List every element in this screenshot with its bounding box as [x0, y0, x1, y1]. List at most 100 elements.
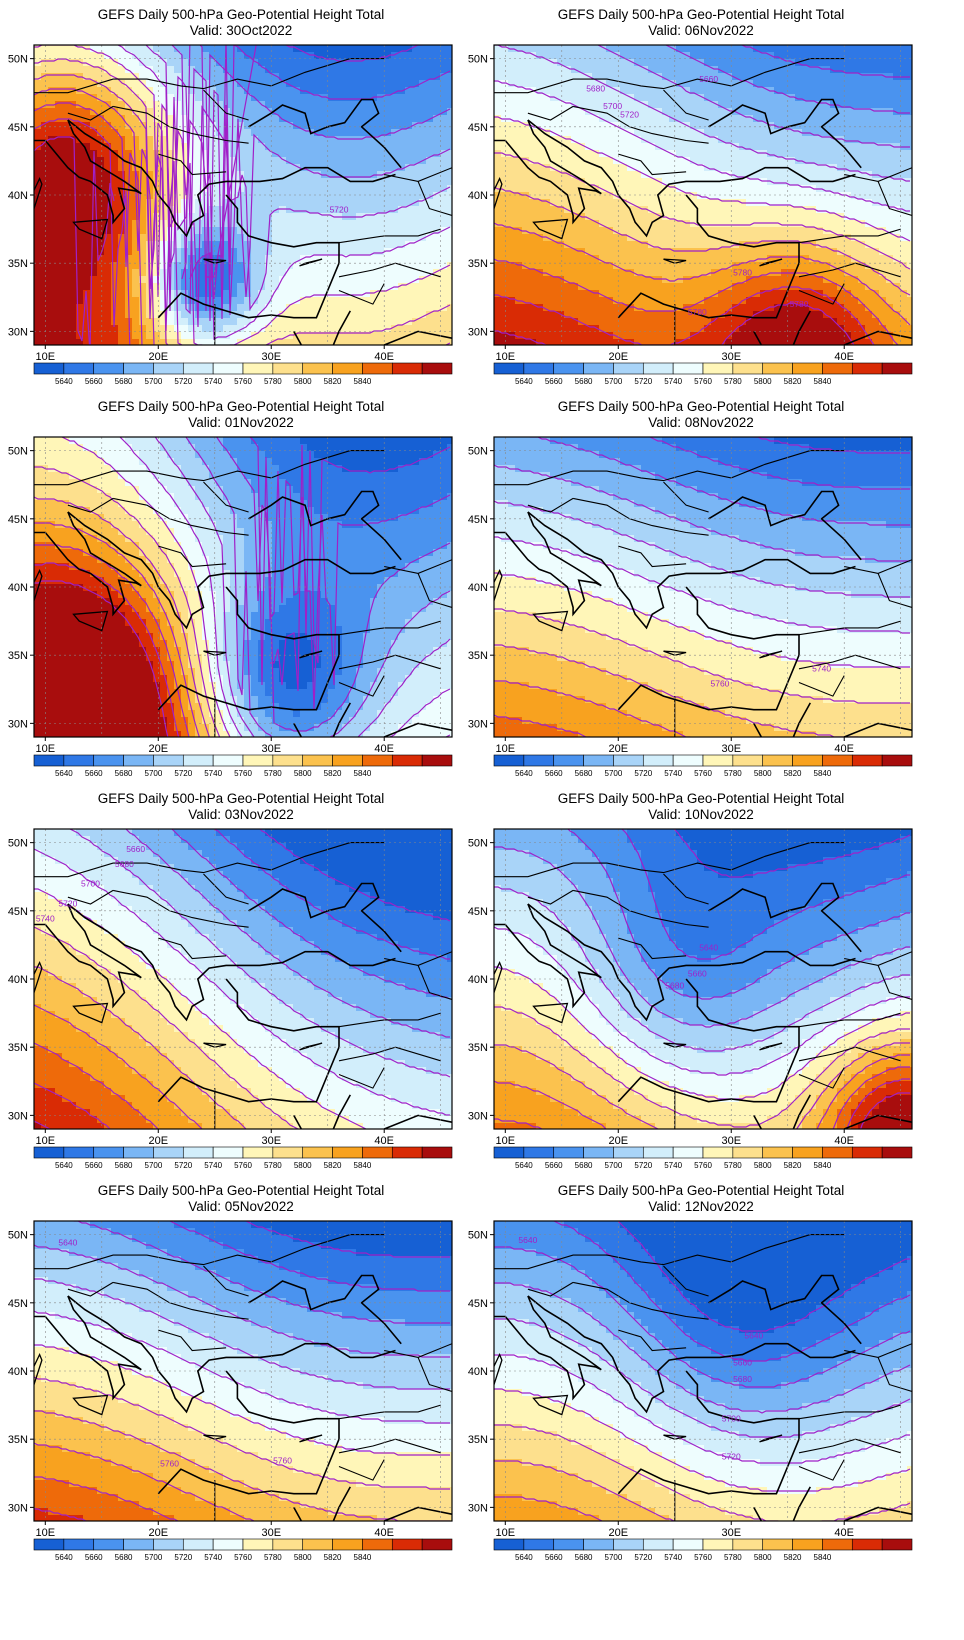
panel-title: GEFS Daily 500-hPa Geo-Potential Height … — [0, 1182, 482, 1199]
lat-label: 30N — [8, 718, 28, 730]
lon-label: 40E — [834, 1527, 854, 1539]
panel-title: GEFS Daily 500-hPa Geo-Potential Height … — [0, 398, 482, 415]
colorbar-label: 5740 — [204, 1161, 222, 1170]
lon-label: 30E — [721, 351, 741, 363]
colorbar-label: 5720 — [634, 1161, 652, 1170]
contour-label: 5660 — [733, 1358, 752, 1368]
panel-valid-date: Valid: 01Nov2022 — [0, 414, 482, 431]
lat-label: 50N — [468, 838, 488, 850]
colorbar-label: 5760 — [234, 769, 252, 778]
lat-label: 40N — [8, 974, 28, 986]
colorbar-label: 5640 — [55, 1161, 73, 1170]
lat-label: 40N — [468, 190, 488, 202]
contour-label: 5680 — [115, 859, 134, 869]
colorbar-label: 5740 — [204, 377, 222, 386]
colorbar-label: 5780 — [724, 377, 742, 386]
colorbar-label: 5660 — [85, 1553, 103, 1562]
contour-label: 5640 — [699, 942, 718, 952]
lat-label: 50N — [8, 54, 28, 66]
colorbar-label: 5840 — [354, 769, 372, 778]
colorbar-label: 5720 — [174, 377, 192, 386]
lat-label: 50N — [468, 54, 488, 66]
graticule — [34, 45, 452, 345]
lon-label: 10E — [496, 351, 516, 363]
panel-title: GEFS Daily 500-hPa Geo-Potential Height … — [460, 790, 942, 807]
colorbar-label: 5820 — [324, 1553, 342, 1562]
contour-lines — [494, 45, 911, 345]
colorbar-label: 5660 — [85, 769, 103, 778]
lat-label: 30N — [468, 1502, 488, 1514]
contour-lines — [494, 1221, 911, 1521]
colorbar-label: 5820 — [784, 769, 802, 778]
contour-label: 5700 — [81, 878, 100, 888]
colorbar-label: 5680 — [575, 1161, 593, 1170]
lat-label: 50N — [468, 1230, 488, 1242]
lon-label: 20E — [148, 351, 168, 363]
contour-label: 5780 — [790, 299, 809, 309]
lat-label: 40N — [468, 582, 488, 594]
colorbar-label: 5800 — [294, 769, 312, 778]
colorbar-label: 5820 — [324, 377, 342, 386]
map-panel-12Nov2022: GEFS Daily 500-hPa Geo-Potential Height … — [460, 1176, 942, 1586]
lon-label: 30E — [721, 1135, 741, 1147]
colorbar-label: 5680 — [115, 377, 133, 386]
lat-label: 30N — [8, 326, 28, 338]
colorbar-label: 5840 — [354, 1161, 372, 1170]
colorbar-label: 5800 — [754, 769, 772, 778]
lon-label: 10E — [36, 743, 56, 755]
lon-label: 40E — [374, 351, 394, 363]
colorbar-label: 5720 — [174, 1161, 192, 1170]
colorbar-label: 5680 — [575, 1553, 593, 1562]
graticule — [494, 45, 912, 345]
contour-label: 5660 — [699, 74, 718, 84]
lat-label: 50N — [8, 1230, 28, 1242]
lat-label: 35N — [8, 1042, 28, 1054]
colorbar-label: 5760 — [694, 769, 712, 778]
lat-label: 45N — [8, 1298, 28, 1310]
colorbar-label: 5640 — [515, 1161, 533, 1170]
lon-label: 30E — [721, 743, 741, 755]
lat-label: 45N — [468, 906, 488, 918]
height-field — [494, 829, 912, 1129]
panel-title: GEFS Daily 500-hPa Geo-Potential Height … — [460, 398, 942, 415]
coastlines-borders — [494, 842, 912, 1129]
lon-label: 20E — [148, 1527, 168, 1539]
colorbar: 5640 5660 5680 5700 5720 5740 5760 5780 5800 5820… — [33, 754, 453, 778]
contour-label: 5660 — [126, 844, 145, 854]
lon-label: 40E — [834, 743, 854, 755]
lon-label: 30E — [721, 1527, 741, 1539]
lat-label: 30N — [8, 1502, 28, 1514]
colorbar-label: 5820 — [784, 377, 802, 386]
contour-label: 5640 — [58, 1238, 77, 1248]
colorbar-label: 5680 — [575, 769, 593, 778]
lat-label: 40N — [468, 1366, 488, 1378]
lat-label: 45N — [468, 514, 488, 526]
colorbar-label: 5840 — [814, 769, 832, 778]
coastlines-borders — [494, 1234, 912, 1521]
lon-label: 20E — [608, 351, 628, 363]
lat-label: 35N — [8, 258, 28, 270]
contour-label: 5720 — [722, 1452, 741, 1462]
lon-label: 30E — [261, 1527, 281, 1539]
lat-label: 50N — [8, 446, 28, 458]
colorbar-label: 5780 — [264, 377, 282, 386]
panel-valid-date: Valid: 05Nov2022 — [0, 1198, 482, 1215]
colorbar-label: 5680 — [115, 1161, 133, 1170]
colorbar-label: 5800 — [294, 377, 312, 386]
colorbar-label: 5700 — [145, 377, 163, 386]
contour-label: 5780 — [733, 267, 752, 277]
colorbar-label: 5800 — [754, 377, 772, 386]
contour-label: 5700 — [722, 1413, 741, 1423]
contour-label: 5680 — [733, 1374, 752, 1384]
lon-label: 20E — [608, 1527, 628, 1539]
lat-label: 40N — [468, 974, 488, 986]
lon-label: 40E — [374, 1527, 394, 1539]
colorbar-label: 5840 — [814, 1161, 832, 1170]
colorbar-label: 5660 — [545, 1553, 563, 1562]
colorbar-label: 5800 — [294, 1161, 312, 1170]
contour-label: 5720 — [620, 109, 639, 119]
contour-label: 5760 — [710, 679, 729, 689]
colorbar-label: 5720 — [634, 769, 652, 778]
